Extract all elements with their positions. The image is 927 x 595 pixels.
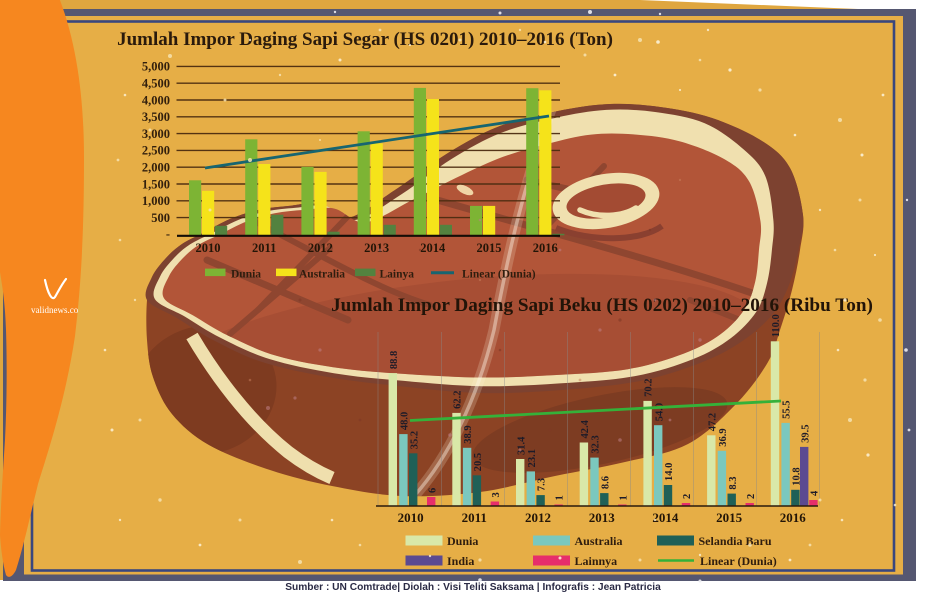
svg-text:1: 1 [555,495,566,500]
svg-text:38.9: 38.9 [463,425,474,443]
svg-text:-: - [166,227,170,241]
svg-text:2015: 2015 [477,241,502,255]
svg-text:20.5: 20.5 [473,453,484,471]
svg-text:31.4: 31.4 [516,436,527,455]
svg-text:8.6: 8.6 [600,476,611,489]
svg-text:2011: 2011 [252,241,276,255]
svg-text:7.3: 7.3 [537,478,548,491]
svg-text:Australia: Australia [575,534,623,548]
svg-text:3,500: 3,500 [142,110,170,124]
svg-text:1,000: 1,000 [142,194,170,208]
svg-text:2014: 2014 [420,241,446,255]
svg-text:2010: 2010 [196,241,221,255]
svg-text:Dunia: Dunia [231,269,261,281]
svg-text:70.2: 70.2 [644,379,655,397]
svg-text:6: 6 [427,488,438,493]
svg-text:2,500: 2,500 [142,144,170,158]
svg-text:India: India [447,554,474,568]
svg-text:2016: 2016 [780,510,807,525]
svg-text:110.0: 110.0 [771,314,782,337]
svg-text:39.5: 39.5 [800,425,811,443]
svg-text:2012: 2012 [525,510,551,525]
svg-text:4,500: 4,500 [142,77,170,91]
svg-text:2015: 2015 [716,510,743,525]
svg-text:3,000: 3,000 [142,127,170,141]
svg-text:Linear (Dunia): Linear (Dunia) [462,269,536,281]
svg-text:23.1: 23.1 [527,449,538,467]
svg-text:32.3: 32.3 [591,435,602,453]
svg-text:2016: 2016 [533,241,558,255]
svg-text:Lainnya: Lainnya [575,554,618,568]
svg-text:62.2: 62.2 [453,391,464,409]
svg-text:2011: 2011 [462,510,487,525]
svg-text:10.8: 10.8 [792,467,803,485]
svg-text:Jumlah Impor Daging Sapi Beku: Jumlah Impor Daging Sapi Beku (HS 0202) … [331,295,873,316]
svg-text:2013: 2013 [589,510,616,525]
svg-text:3: 3 [491,492,502,497]
svg-text:2: 2 [746,494,757,499]
svg-text:Selandia Baru: Selandia Baru [699,534,772,548]
svg-text:2012: 2012 [308,241,333,255]
svg-text:1: 1 [618,495,629,500]
svg-text:5,000: 5,000 [142,60,170,74]
svg-text:48.0: 48.0 [400,412,411,430]
svg-text:Sumber : UN Comtrade| Diolah: Sumber : UN Comtrade| Diolah : Visi Teli… [285,582,661,593]
svg-text:validnews.co: validnews.co [31,305,79,315]
svg-text:54.0: 54.0 [654,403,665,421]
svg-text:500: 500 [151,211,170,225]
svg-text:8.3: 8.3 [728,476,739,489]
svg-text:Dunia: Dunia [447,534,478,548]
svg-text:88.8: 88.8 [389,351,400,369]
svg-text:1,500: 1,500 [142,177,170,191]
svg-text:Jumlah Impor Daging Sapi Segar: Jumlah Impor Daging Sapi Segar (HS 0201)… [117,29,613,50]
svg-text:2013: 2013 [364,241,389,255]
svg-text:47.2: 47.2 [707,413,718,431]
svg-text:4: 4 [810,490,821,496]
svg-text:55.5: 55.5 [782,401,793,419]
svg-text:14.0: 14.0 [664,463,675,481]
svg-text:2014: 2014 [652,510,679,525]
svg-text:35.2: 35.2 [409,431,420,449]
svg-text:36.9: 36.9 [718,428,729,446]
svg-text:2: 2 [682,494,693,499]
svg-text:Lainya: Lainya [380,269,415,281]
svg-text:2010: 2010 [398,510,424,525]
svg-text:Australia: Australia [299,269,345,281]
svg-text:2,000: 2,000 [142,161,170,175]
svg-text:42.4: 42.4 [580,419,591,438]
svg-text:Linear (Dunia): Linear (Dunia) [700,554,777,568]
svg-text:4,000: 4,000 [142,93,170,107]
